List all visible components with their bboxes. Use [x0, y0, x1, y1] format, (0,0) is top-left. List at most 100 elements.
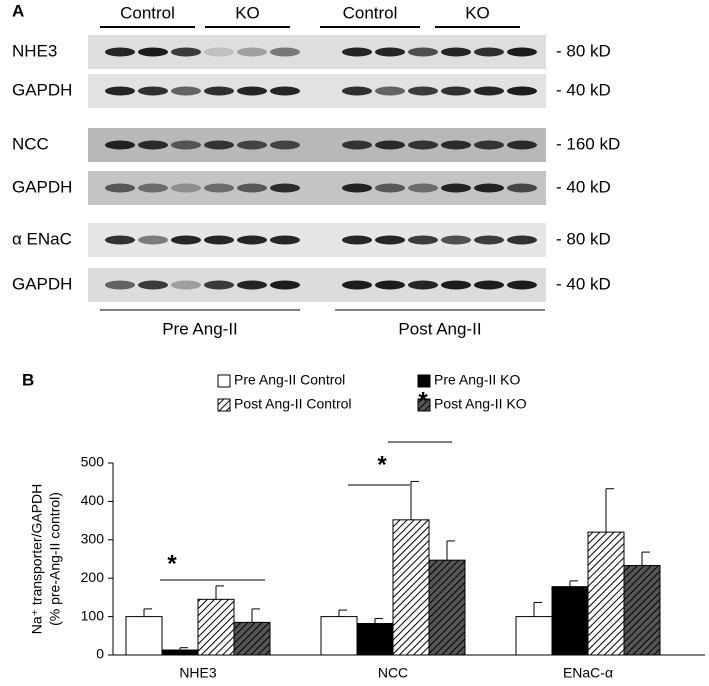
bar	[428, 559, 466, 656]
blot-band	[375, 183, 405, 193]
bar	[623, 565, 661, 656]
blot-band	[441, 86, 471, 96]
size-label: - 40 kD	[556, 274, 611, 293]
group-label: KO	[465, 3, 490, 22]
blot-band	[237, 47, 267, 57]
y-tick-label: 0	[96, 646, 104, 662]
bar	[356, 623, 394, 656]
legend-label: Pre Ang-II KO	[434, 372, 520, 388]
blot-band	[204, 183, 234, 193]
blot-band	[474, 86, 504, 96]
blot-band	[474, 235, 504, 245]
blot-band	[237, 280, 267, 290]
x-tick-label: NHE3	[179, 665, 217, 681]
size-label: - 40 kD	[556, 177, 611, 196]
blot-band	[474, 280, 504, 290]
blot-band	[105, 280, 135, 290]
size-label: - 160 kD	[556, 134, 620, 153]
blot-band	[441, 183, 471, 193]
blot-band	[342, 47, 372, 57]
x-tick-label: ENaC-α	[563, 665, 613, 681]
blot-band	[105, 183, 135, 193]
blot-band	[441, 47, 471, 57]
blot-band	[237, 183, 267, 193]
blot-band	[270, 86, 300, 96]
blot-band	[342, 140, 372, 150]
protein-label: α ENaC	[12, 229, 72, 248]
blot-band	[474, 47, 504, 57]
bar	[125, 616, 163, 656]
blot-band	[441, 235, 471, 245]
blot-band	[342, 280, 372, 290]
blot-band	[171, 235, 201, 245]
bar	[587, 531, 625, 656]
group-label: Control	[343, 3, 398, 22]
blot-band	[408, 86, 438, 96]
size-label: - 80 kD	[556, 229, 611, 248]
blot-band	[408, 183, 438, 193]
y-tick-label: 300	[81, 531, 105, 547]
blot-band	[171, 280, 201, 290]
protein-label: GAPDH	[12, 274, 72, 293]
blot-band	[237, 140, 267, 150]
blot-band	[237, 235, 267, 245]
blot-band	[204, 86, 234, 96]
blot-band	[138, 47, 168, 57]
protein-label: NCC	[12, 134, 49, 153]
blot-band	[507, 47, 537, 57]
blot-band	[507, 280, 537, 290]
significance-mark: *	[418, 387, 428, 414]
blot-band	[342, 86, 372, 96]
blot-band	[375, 280, 405, 290]
bar	[233, 621, 271, 656]
blot-band	[138, 140, 168, 150]
legend-swatch	[217, 398, 231, 412]
blot-band	[204, 280, 234, 290]
blot-band	[474, 140, 504, 150]
y-tick-label: 400	[81, 492, 105, 508]
blot-band	[171, 86, 201, 96]
legend-label: Post Ang-II KO	[434, 396, 527, 412]
blot-band	[375, 86, 405, 96]
blot-band	[342, 183, 372, 193]
panel-label: A	[12, 1, 24, 20]
protein-label: NHE3	[12, 41, 57, 60]
size-label: - 80 kD	[556, 41, 611, 60]
protein-label: GAPDH	[12, 80, 72, 99]
blot-band	[105, 140, 135, 150]
blot-band	[105, 235, 135, 245]
blot-band	[408, 280, 438, 290]
blot-band	[171, 47, 201, 57]
blot-band	[408, 140, 438, 150]
blot-band	[270, 235, 300, 245]
blot-band	[474, 183, 504, 193]
bar	[551, 586, 589, 656]
blot-band	[171, 183, 201, 193]
blot-band	[270, 47, 300, 57]
blot-band	[375, 47, 405, 57]
x-tick-label: NCC	[378, 665, 408, 681]
blot-band	[507, 86, 537, 96]
group-label: Control	[120, 3, 175, 22]
blot-band	[204, 140, 234, 150]
blot-band	[138, 235, 168, 245]
blot-band	[204, 235, 234, 245]
significance-mark: *	[167, 550, 177, 577]
blot-band	[342, 235, 372, 245]
blot-band	[105, 47, 135, 57]
y-axis-label: Na⁺ transporter/GAPDH	[29, 484, 45, 635]
blot-band	[441, 140, 471, 150]
panel-label: B	[22, 370, 34, 389]
legend-swatch	[417, 374, 431, 388]
blot-band	[408, 47, 438, 57]
significance-mark: *	[377, 451, 387, 478]
protein-label: GAPDH	[12, 177, 72, 196]
legend-label: Pre Ang-II Control	[234, 372, 345, 388]
legend-label: Post Ang-II Control	[234, 396, 352, 412]
bar	[320, 616, 358, 656]
blot-band	[507, 183, 537, 193]
bar	[197, 598, 235, 656]
y-tick-label: 200	[81, 569, 105, 585]
condition-label: Post Ang-II	[398, 319, 481, 338]
